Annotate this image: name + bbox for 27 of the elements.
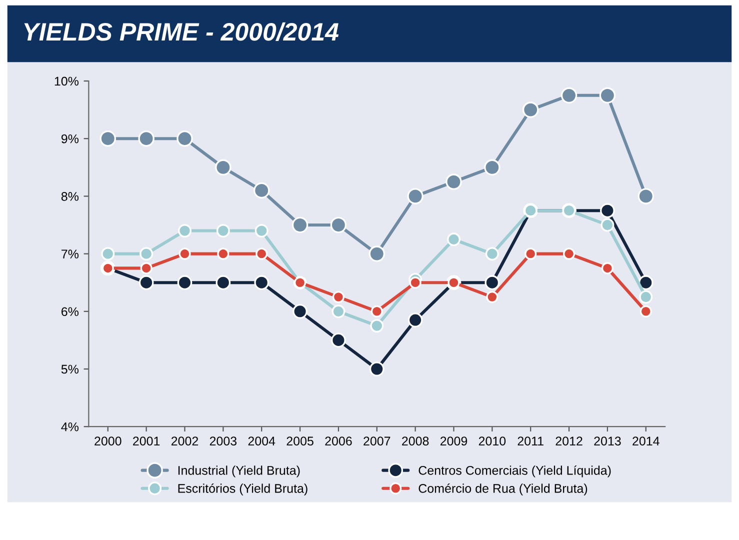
x-tick-label: 2010 [478, 436, 506, 446]
x-tick-label: 2004 [248, 436, 276, 446]
x-tick-label: 2013 [594, 436, 621, 446]
y-tick-label: 8% [61, 192, 79, 201]
y-tick-label: 9% [61, 134, 79, 144]
x-tick-label: 2014 [632, 436, 660, 446]
x-tick-label: 2011 [518, 436, 544, 446]
y-tick-label: 4% [61, 422, 79, 432]
x-tick-label: 2007 [364, 436, 390, 446]
x-tick-label: 2005 [286, 436, 314, 446]
legend-label: Centros Comerciais (Yield Líquida) [418, 466, 611, 478]
chart-title: YIELDS PRIME - 2000/2014 [24, 22, 339, 41]
legend-label: Escritórios (Yield Bruta) [178, 484, 308, 496]
y-tick-label: 7% [62, 250, 79, 258]
x-tick-label: 2006 [325, 436, 352, 446]
x-tick-label: 2000 [94, 436, 122, 446]
legend-label: Comércio de Rua (Yield Bruta) [418, 484, 588, 496]
x-tick-label: 2012 [556, 436, 582, 446]
y-tick-label: 10% [54, 76, 79, 86]
legend-label: Industrial (Yield Bruta) [178, 466, 300, 478]
x-tick-label: 2002 [171, 436, 198, 446]
x-tick-label: 2008 [402, 436, 429, 446]
y-tick-label: 6% [62, 307, 79, 316]
x-tick-label: 2009 [440, 436, 468, 446]
x-tick-label: 2003 [210, 436, 237, 446]
x-tick-label: 2001 [133, 436, 160, 446]
y-tick-label: 5% [61, 364, 79, 374]
